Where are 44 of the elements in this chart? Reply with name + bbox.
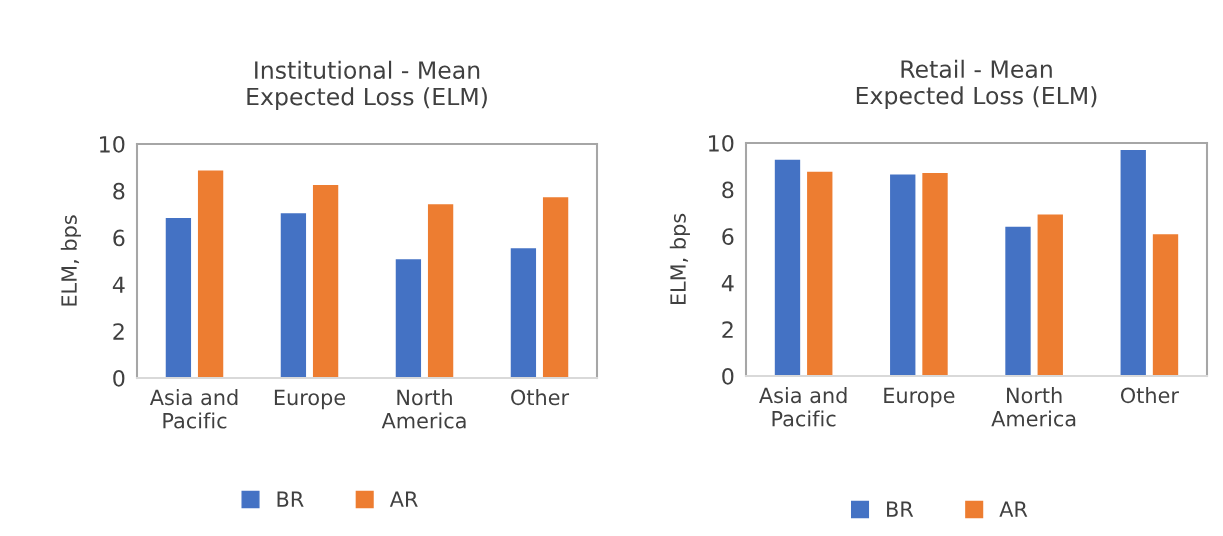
bar <box>165 217 192 378</box>
chart-title: Retail - Mean Expected Loss (ELM) <box>856 59 1097 110</box>
y-tick-label: 4 <box>112 276 125 293</box>
y-tick-label: 0 <box>722 367 734 385</box>
bar <box>427 204 454 378</box>
bar <box>1037 214 1063 376</box>
bar <box>1152 234 1179 376</box>
y-tick-label: 8 <box>722 181 734 199</box>
y-axis-title: ELM, bps <box>669 213 690 305</box>
legend-label: BR <box>887 501 914 517</box>
y-tick-label: 2 <box>722 321 733 338</box>
legend-label: AR <box>999 501 1028 517</box>
y-tick-label: 6 <box>113 229 125 247</box>
bar <box>395 259 422 378</box>
x-tick-label: Other <box>1120 387 1179 404</box>
bar <box>510 248 537 378</box>
x-tick-label: Other <box>511 389 570 406</box>
y-tick-label: 8 <box>113 182 125 200</box>
y-tick-label: 2 <box>113 323 124 340</box>
chart-title: Institutional - Mean Expected Loss (ELM) <box>247 60 487 111</box>
bar <box>1120 149 1146 376</box>
bar <box>1005 226 1031 376</box>
y-tick-label: 6 <box>722 228 734 245</box>
bar <box>922 173 948 376</box>
legend-label: BR <box>277 491 304 507</box>
bar <box>890 174 916 376</box>
bar <box>774 159 801 376</box>
y-tick-label: 0 <box>113 369 125 387</box>
x-tick-label: North America <box>991 387 1076 427</box>
x-tick-label: Asia and Pacific <box>149 389 238 429</box>
x-tick-label: Europe <box>274 389 346 410</box>
bar <box>542 197 569 378</box>
y-tick-label: 10 <box>709 134 734 152</box>
x-tick-label: Europe <box>884 387 955 408</box>
legend-label: AR <box>389 491 418 507</box>
y-tick-label: 4 <box>721 275 734 292</box>
bar <box>197 170 224 378</box>
bar <box>807 171 833 376</box>
y-axis-title: ELM, bps <box>60 215 81 306</box>
bar <box>280 213 307 378</box>
x-tick-label: North America <box>381 389 466 429</box>
x-tick-label: Asia and Pacific <box>759 387 847 427</box>
bar <box>312 184 339 378</box>
y-tick-label: 10 <box>100 135 125 153</box>
